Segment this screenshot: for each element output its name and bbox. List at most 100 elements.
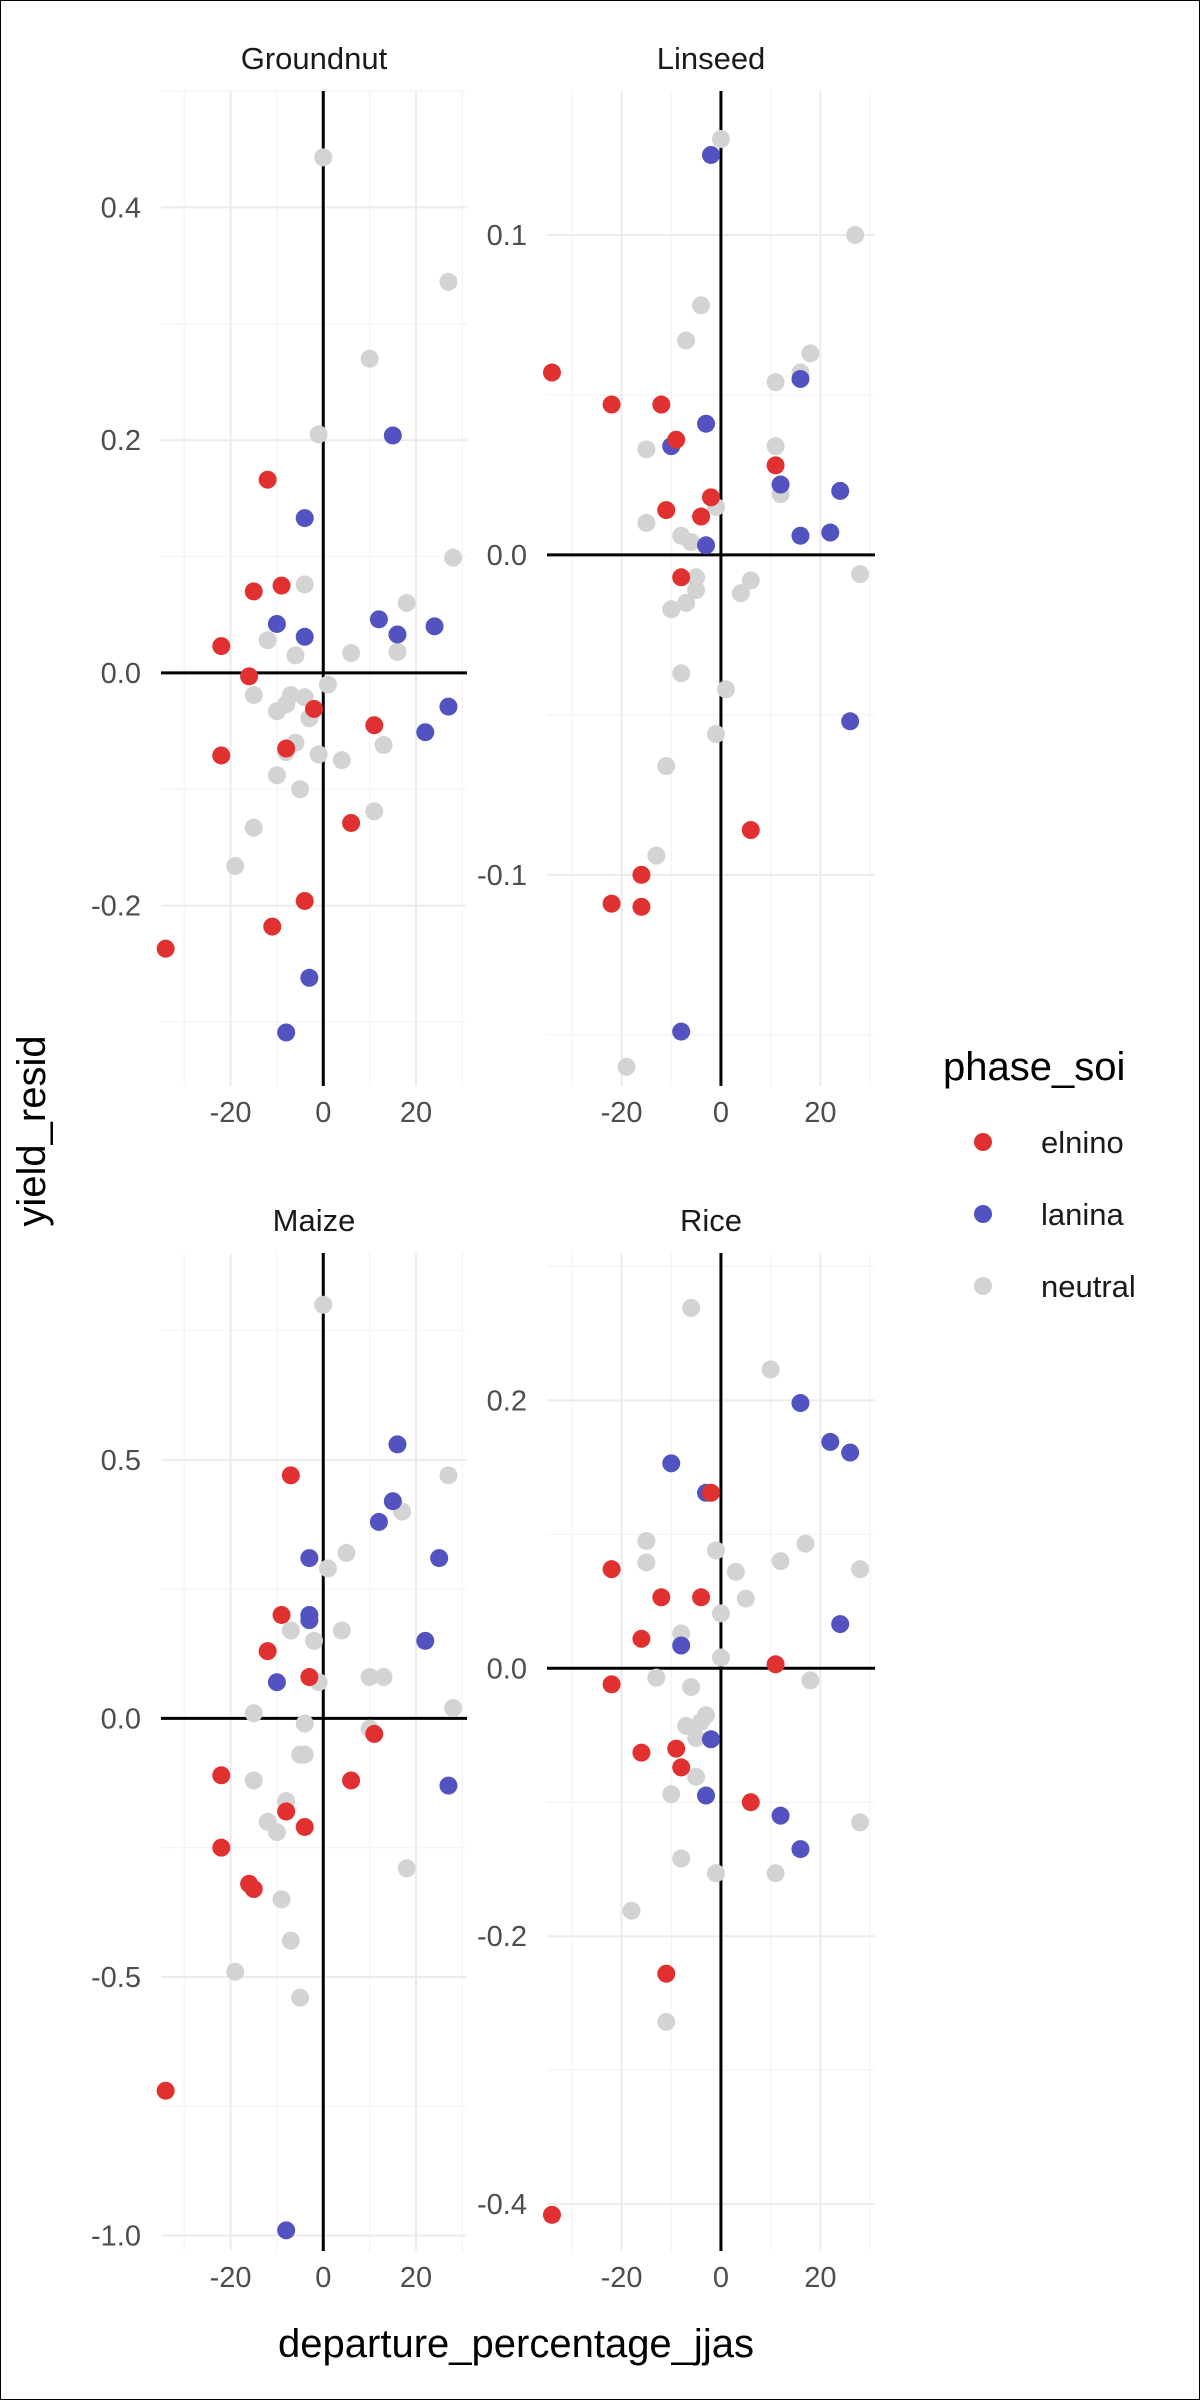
legend: phase_soi elnino lanina neutral	[943, 1045, 1136, 1304]
data-point-neutral	[295, 575, 314, 594]
data-point-lanina	[295, 627, 314, 646]
data-point-neutral	[360, 1668, 379, 1687]
data-point-lanina	[672, 1022, 691, 1041]
legend-entries: elnino lanina neutral	[974, 1125, 1136, 1304]
x-tick-label: -20	[601, 1097, 643, 1129]
y-tick-label: 0.2	[101, 425, 141, 457]
x-tick-label: 20	[400, 2262, 432, 2294]
data-point-neutral	[711, 1648, 730, 1667]
y-tick-label: -0.5	[91, 1962, 141, 1994]
data-point-neutral	[706, 1541, 725, 1560]
data-point-neutral	[851, 1813, 870, 1832]
data-point-elnino	[272, 576, 291, 595]
data-point-neutral	[314, 148, 333, 167]
x-tick-label: -20	[210, 1097, 252, 1129]
y-tick-label: 0.5	[101, 1445, 141, 1477]
data-point-neutral	[687, 1728, 706, 1747]
data-point-elnino	[272, 1605, 291, 1624]
x-tick-label: -20	[210, 2262, 252, 2294]
data-point-elnino	[342, 813, 361, 832]
data-point-neutral	[662, 1785, 681, 1804]
data-point-neutral	[295, 1745, 314, 1764]
data-point-elnino	[632, 897, 651, 916]
data-point-neutral	[846, 225, 865, 244]
data-point-neutral	[286, 646, 305, 665]
data-point-neutral	[318, 1559, 337, 1578]
data-point-neutral	[672, 1849, 691, 1868]
data-point-neutral	[309, 745, 328, 764]
data-point-neutral	[314, 1295, 333, 1314]
data-point-elnino	[741, 1793, 760, 1812]
data-point-elnino	[602, 1675, 621, 1694]
data-point-elnino	[295, 1817, 314, 1836]
data-point-neutral	[682, 1678, 701, 1697]
data-point-neutral	[637, 513, 656, 532]
data-point-neutral	[342, 644, 361, 663]
data-point-lanina	[383, 1492, 402, 1511]
y-tick-label: 0.1	[487, 220, 527, 252]
data-point-lanina	[439, 1776, 458, 1795]
data-point-neutral	[692, 296, 711, 315]
data-point-neutral	[741, 571, 760, 590]
data-point-neutral	[637, 1553, 656, 1572]
data-point-elnino	[766, 456, 785, 475]
data-point-neutral	[687, 581, 706, 600]
data-point-elnino	[667, 1739, 686, 1758]
legend-label-lanina: lanina	[1041, 1197, 1124, 1232]
data-point-elnino	[258, 470, 277, 489]
data-point-neutral	[267, 702, 286, 721]
data-point-elnino	[632, 1743, 651, 1762]
data-point-elnino	[263, 917, 282, 936]
data-point-lanina	[439, 697, 458, 716]
data-point-neutral	[309, 425, 328, 444]
data-point-elnino	[212, 637, 231, 656]
data-point-lanina	[662, 1454, 681, 1473]
data-point-lanina	[300, 968, 319, 987]
data-point-elnino	[602, 1560, 621, 1579]
data-point-neutral	[692, 1712, 711, 1731]
data-point-lanina	[831, 481, 850, 500]
data-point-lanina	[388, 1435, 407, 1454]
data-point-lanina	[416, 1631, 435, 1650]
data-point-elnino	[692, 507, 711, 526]
data-point-lanina	[267, 614, 286, 633]
data-point-elnino	[365, 716, 384, 735]
panel-rice: Rice -20 0 20 0.2 0.0 -0.2 -0.4	[477, 1203, 875, 2294]
data-point-neutral	[796, 1534, 815, 1553]
data-point-neutral	[657, 2012, 676, 2031]
data-point-elnino	[212, 1766, 231, 1785]
panel-title-groundnut: Groundnut	[241, 41, 388, 76]
data-point-lanina	[791, 1394, 810, 1413]
data-point-lanina	[416, 723, 435, 742]
data-point-neutral	[682, 533, 701, 552]
data-point-neutral	[647, 846, 666, 865]
data-point-neutral	[716, 680, 735, 699]
data-point-neutral	[851, 565, 870, 584]
data-point-neutral	[267, 1823, 286, 1842]
data-point-neutral	[677, 331, 696, 350]
data-point-elnino	[542, 2205, 561, 2224]
data-point-elnino	[244, 1880, 263, 1899]
data-point-lanina	[697, 536, 716, 555]
data-point-neutral	[677, 1716, 696, 1735]
data-point-lanina	[369, 610, 388, 629]
data-point-neutral	[267, 766, 286, 785]
data-point-lanina	[791, 1840, 810, 1859]
x-tick-label: 20	[804, 1097, 836, 1129]
data-point-neutral	[365, 802, 384, 821]
data-point-elnino	[244, 582, 263, 601]
x-tick-label: 0	[713, 2262, 729, 2294]
y-tick-label: -0.2	[91, 891, 141, 923]
data-point-elnino	[342, 1771, 361, 1790]
data-point-neutral	[258, 631, 277, 650]
y-tick-label: 0.0	[101, 658, 141, 690]
legend-key-elnino	[974, 1133, 992, 1151]
data-point-elnino	[672, 568, 691, 587]
data-point-elnino	[702, 488, 720, 507]
data-point-elnino	[652, 395, 671, 414]
y-tick-label: 0.0	[487, 540, 527, 572]
data-point-elnino	[602, 395, 621, 414]
data-point-neutral	[444, 548, 463, 567]
data-point-lanina	[277, 2221, 296, 2240]
data-point-neutral	[332, 751, 351, 770]
